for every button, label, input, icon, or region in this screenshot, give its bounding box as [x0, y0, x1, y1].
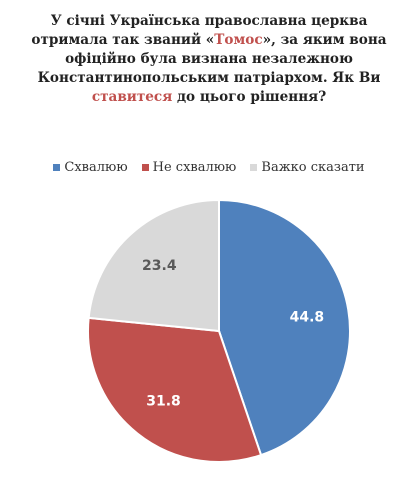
chart-legend: Схвалюю Не схвалюю Важко сказати [0, 160, 418, 175]
title-line-5: ставитеся до цього рішення? [0, 88, 418, 107]
data-label-disapprove: 31.8 [146, 394, 181, 410]
legend-item-approve: Схвалюю [53, 160, 128, 175]
legend-item-hard-to-say: Важко сказати [250, 160, 365, 175]
title-accent-word: ставитеся [91, 89, 173, 105]
title-line-4: Константинопольським патріархом. Як Ви [37, 70, 381, 86]
legend-swatch-approve [53, 164, 61, 171]
pie-slice-hard-to-say [87, 198, 220, 333]
legend-label-disapprove: Не схвалюю [152, 160, 237, 175]
title-line-5-b: до цього рішення? [172, 89, 327, 105]
data-label-approve: 44.8 [290, 310, 325, 326]
legend-label-approve: Схвалюю [64, 160, 128, 175]
pie-slice-disapprove [87, 316, 263, 463]
chart-title: У січні Українська православна церква от… [0, 12, 418, 107]
data-label-hard-to-say: 23.4 [142, 258, 177, 274]
pie-slice-approve [218, 198, 351, 457]
legend-swatch-hard-to-say [250, 164, 258, 171]
title-line-1: У січні Українська православна церква [50, 13, 368, 29]
title-line-2-a: отримала так званий « [31, 32, 215, 48]
legend-label-hard-to-say: Важко сказати [261, 160, 365, 175]
title-line-2: отримала так званий «Томос», за яким вон… [0, 31, 418, 50]
legend-item-disapprove: Не схвалюю [141, 160, 237, 175]
title-tomos: Томос [214, 32, 263, 48]
legend-swatch-disapprove [141, 164, 149, 171]
title-line-2-b: », за яким вона [262, 32, 387, 48]
title-line-3: офіційно була визнана незалежною [65, 51, 353, 67]
